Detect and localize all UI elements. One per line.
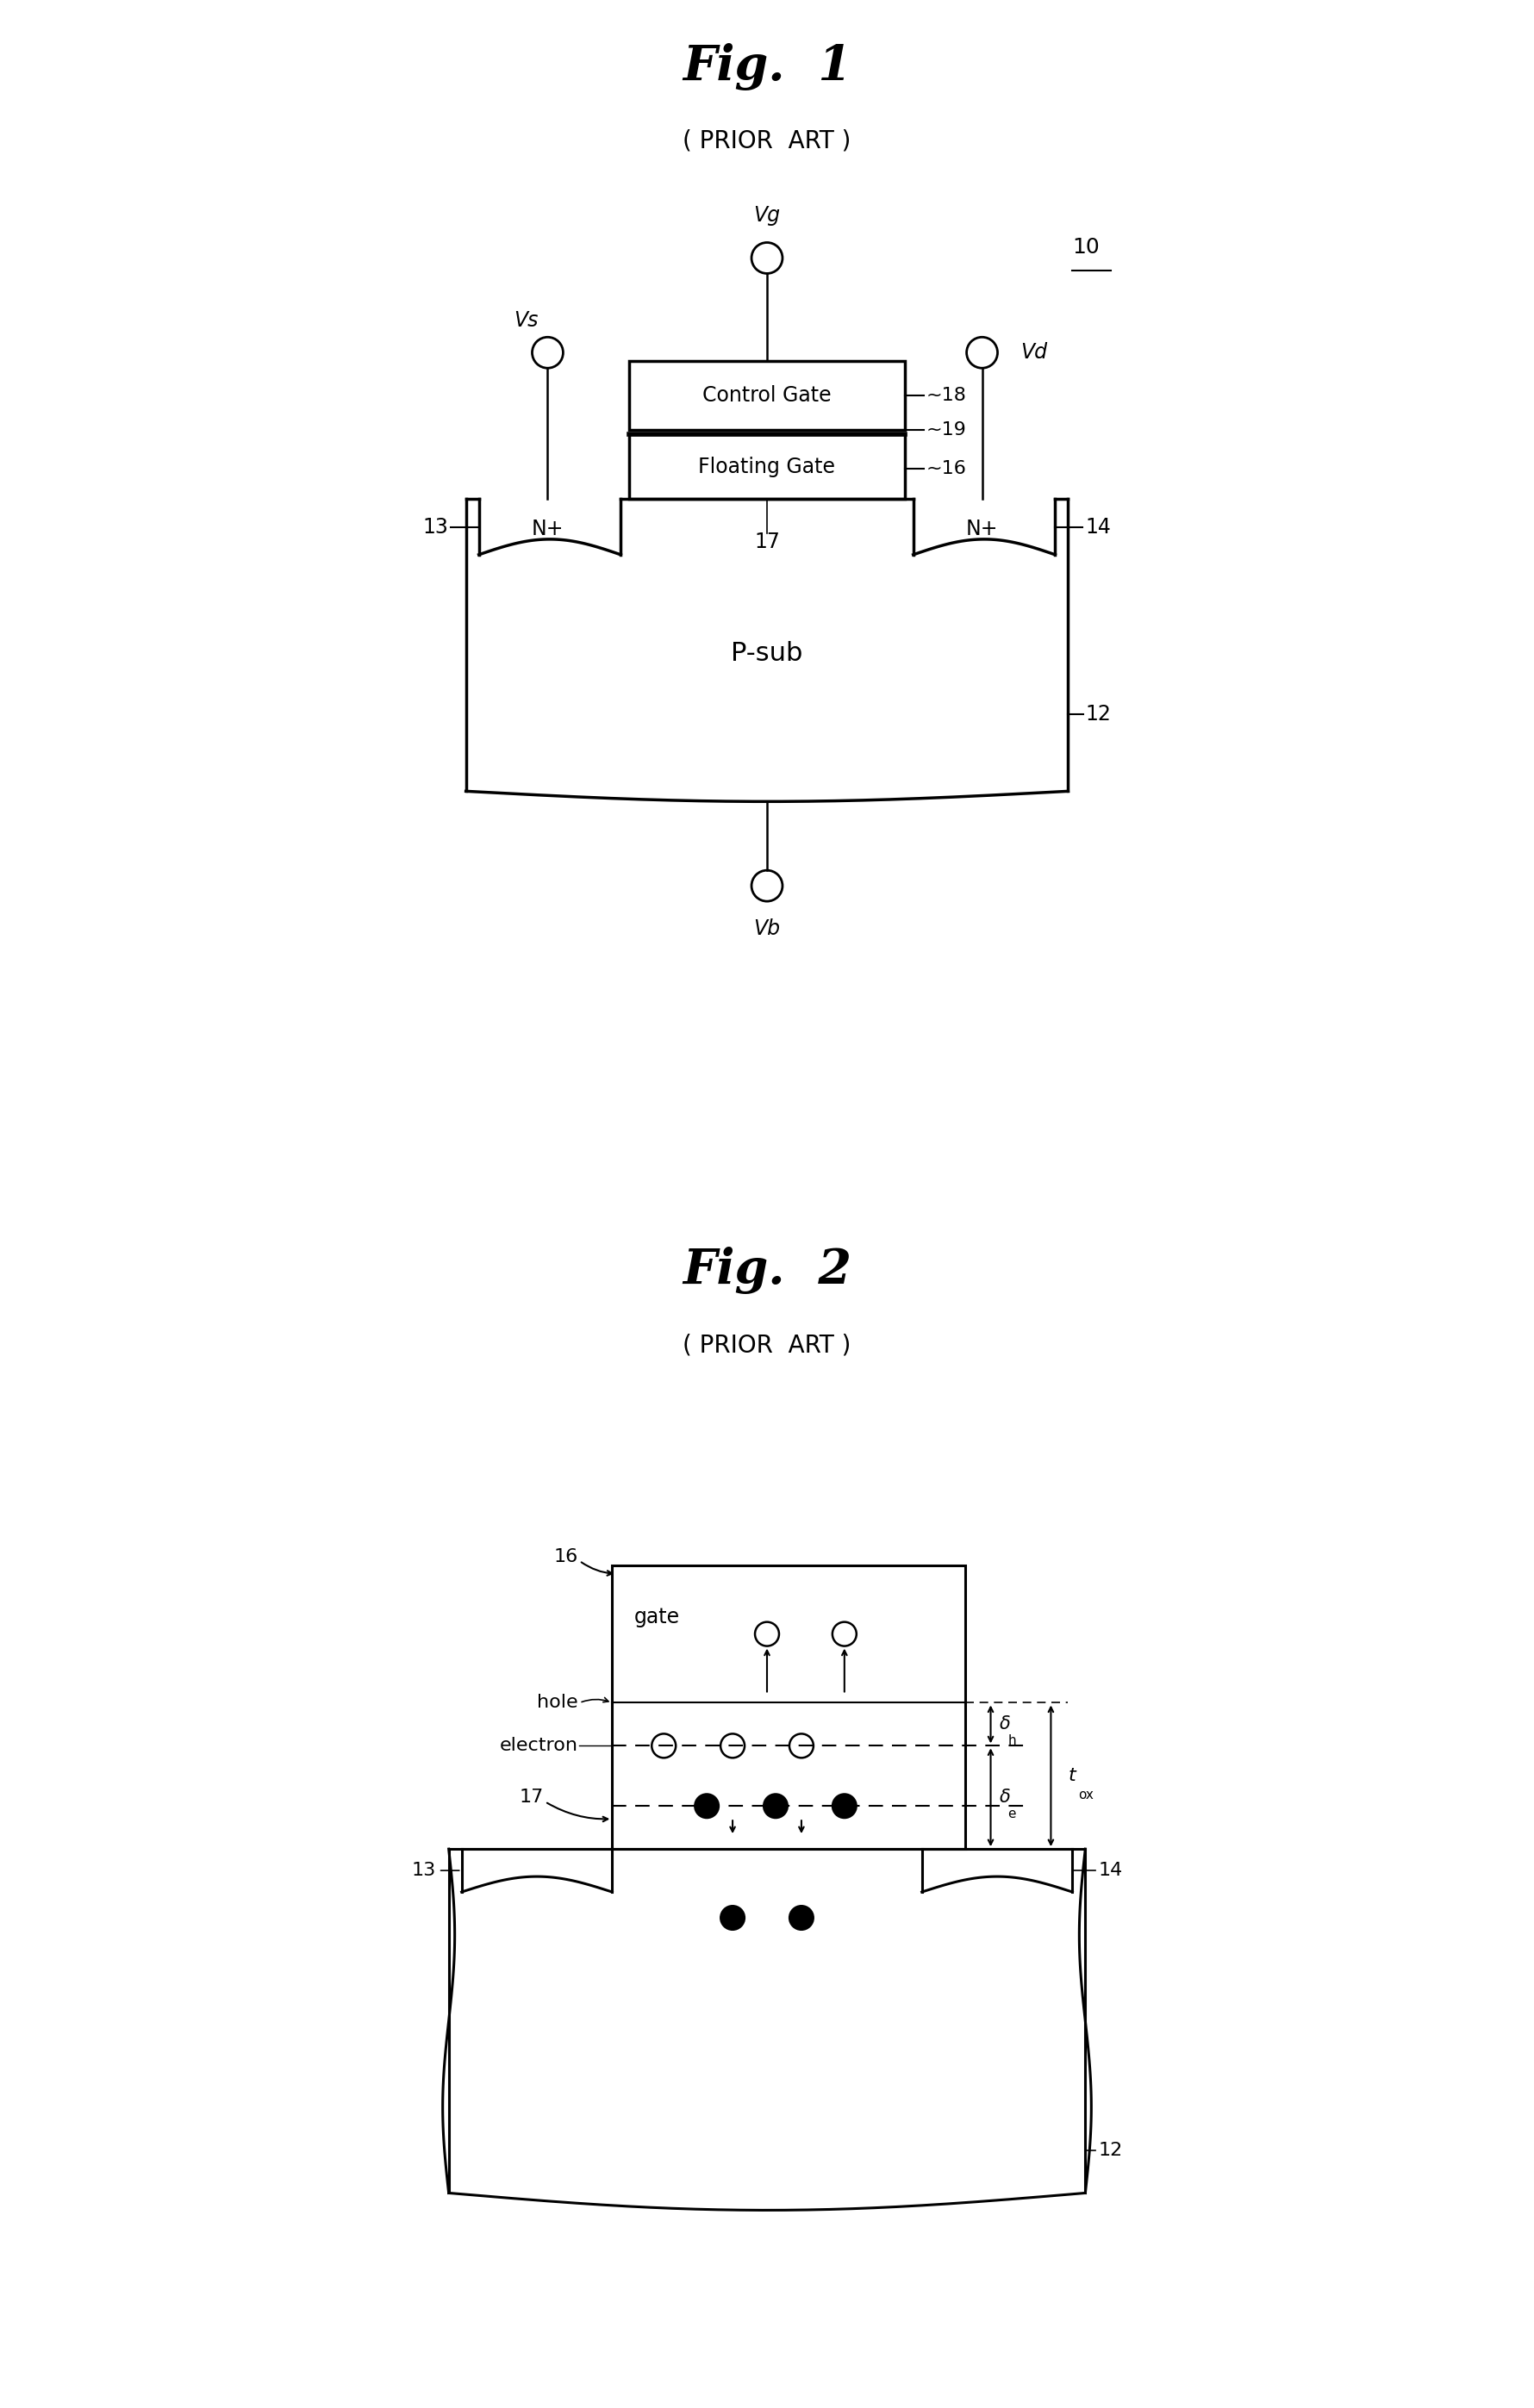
Circle shape bbox=[752, 243, 782, 275]
Text: N+: N+ bbox=[966, 518, 999, 539]
Circle shape bbox=[721, 1734, 744, 1758]
Text: Vg: Vg bbox=[753, 205, 781, 226]
Circle shape bbox=[755, 1623, 779, 1647]
Text: 14: 14 bbox=[1098, 1861, 1123, 1878]
Text: Control Gate: Control Gate bbox=[703, 385, 831, 407]
Text: Fig.  2: Fig. 2 bbox=[683, 1247, 851, 1296]
Circle shape bbox=[695, 1794, 719, 1818]
Text: P-sub: P-sub bbox=[732, 641, 802, 667]
Text: δ: δ bbox=[999, 1789, 1011, 1806]
Text: ( PRIOR  ART ): ( PRIOR ART ) bbox=[683, 130, 851, 154]
Text: ox: ox bbox=[1078, 1789, 1094, 1801]
Text: electron: electron bbox=[500, 1736, 578, 1755]
Text: 12: 12 bbox=[1098, 2141, 1123, 2158]
Text: e: e bbox=[1008, 1808, 1016, 1820]
Text: δ: δ bbox=[999, 1714, 1011, 1734]
Circle shape bbox=[721, 1905, 744, 1929]
Text: t: t bbox=[1068, 1767, 1075, 1784]
Text: Fig.  1: Fig. 1 bbox=[683, 43, 851, 92]
Text: 10: 10 bbox=[1072, 238, 1100, 258]
Text: 13: 13 bbox=[411, 1861, 436, 1878]
Text: h: h bbox=[1008, 1734, 1016, 1748]
Circle shape bbox=[652, 1734, 676, 1758]
Circle shape bbox=[532, 337, 563, 368]
Text: 17: 17 bbox=[518, 1789, 543, 1806]
Text: Vb: Vb bbox=[753, 917, 781, 939]
Text: 14: 14 bbox=[1085, 518, 1111, 537]
Text: ( PRIOR  ART ): ( PRIOR ART ) bbox=[683, 1334, 851, 1358]
Bar bbox=[629, 361, 905, 431]
Circle shape bbox=[833, 1623, 856, 1647]
Circle shape bbox=[833, 1794, 856, 1818]
Text: Vs: Vs bbox=[514, 311, 538, 332]
Text: ~18: ~18 bbox=[927, 388, 966, 405]
Text: hole: hole bbox=[537, 1695, 578, 1712]
Circle shape bbox=[752, 869, 782, 901]
Text: 12: 12 bbox=[1085, 703, 1111, 725]
Circle shape bbox=[790, 1905, 813, 1929]
Bar bbox=[612, 1565, 965, 1849]
Text: Floating Gate: Floating Gate bbox=[698, 455, 836, 477]
Text: gate: gate bbox=[634, 1606, 680, 1628]
Text: 13: 13 bbox=[423, 518, 449, 537]
Circle shape bbox=[790, 1734, 813, 1758]
Text: 17: 17 bbox=[755, 532, 779, 551]
Text: N+: N+ bbox=[531, 518, 565, 539]
Text: ~19: ~19 bbox=[927, 421, 966, 438]
Circle shape bbox=[966, 337, 997, 368]
Bar bbox=[629, 433, 905, 498]
Text: ~16: ~16 bbox=[927, 460, 966, 477]
Circle shape bbox=[764, 1794, 787, 1818]
Text: Vd: Vd bbox=[1020, 342, 1048, 364]
Text: 16: 16 bbox=[554, 1548, 578, 1565]
